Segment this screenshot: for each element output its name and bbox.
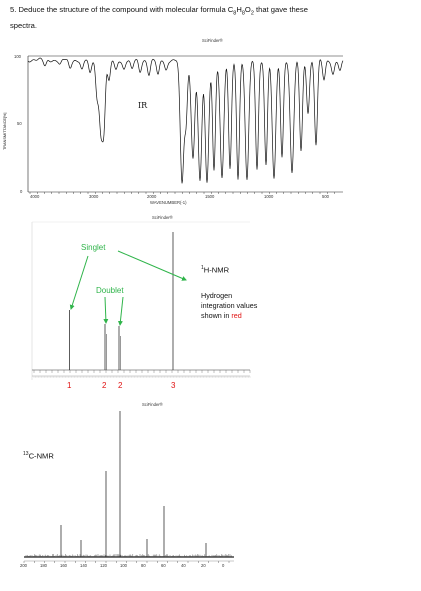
cnmr-xtick-60: 60 bbox=[161, 563, 166, 568]
ir-ytick-100: 100 bbox=[14, 54, 21, 59]
ir-scifinder-label: SciFinder® bbox=[202, 38, 223, 43]
ir-xtick-1000: 1000 bbox=[264, 194, 274, 199]
cnmr-xtick-0: 0 bbox=[222, 563, 225, 568]
hnmr-spectrum bbox=[31, 221, 251, 380]
singlet-arrow-right bbox=[117, 250, 187, 281]
singlet-label: Singlet bbox=[81, 243, 106, 252]
cnmr-xtick-80: 80 bbox=[141, 563, 146, 568]
doublet-arrow-left bbox=[103, 296, 109, 324]
ir-label: IR bbox=[138, 101, 148, 110]
singlet-arrow-left bbox=[69, 255, 89, 310]
cnmr-xtick-120: 120 bbox=[100, 563, 107, 568]
hnmr-note: Hydrogen integration values shown in red bbox=[201, 291, 258, 320]
ir-spectrum bbox=[27, 55, 344, 194]
hnmr-scifinder-label: SciFinder® bbox=[152, 215, 173, 220]
ir-xtick-4000: 4000 bbox=[30, 194, 40, 199]
cnmr-xtick-140: 140 bbox=[80, 563, 87, 568]
ir-trace bbox=[27, 57, 344, 184]
cnmr-xtick-40: 40 bbox=[181, 563, 186, 568]
cnmr-xtick-180: 180 bbox=[40, 563, 47, 568]
cnmr-xtick-100: 100 bbox=[120, 563, 127, 568]
integration-2b: 2 bbox=[118, 381, 123, 390]
ir-xtick-3000: 3000 bbox=[89, 194, 99, 199]
doublet-arrow-right bbox=[117, 296, 124, 326]
question-text: 5. Deduce the structure of the compound … bbox=[10, 5, 308, 30]
cnmr-xtick-200: 200 bbox=[20, 563, 27, 568]
ir-x-axis-label: WAVENUMBER(-1) bbox=[150, 200, 187, 205]
hnmr-title: 1H-NMR bbox=[201, 265, 230, 275]
integration-2a: 2 bbox=[102, 381, 107, 390]
ir-xtick-2000: 2000 bbox=[147, 194, 157, 199]
integration-3: 3 bbox=[171, 381, 176, 390]
cnmr-title: 13C-NMR bbox=[23, 451, 54, 461]
integration-1: 1 bbox=[67, 381, 72, 390]
ir-xtick-500: 500 bbox=[322, 194, 329, 199]
ir-ytick-0: 0 bbox=[20, 189, 23, 194]
cnmr-x-axis: 200 180 160 140 120 100 80 60 40 20 0 bbox=[20, 563, 235, 569]
ir-ytick-50: 50 bbox=[17, 121, 22, 126]
doublet-label: Doublet bbox=[96, 286, 124, 295]
cnmr-xtick-160: 160 bbox=[60, 563, 67, 568]
ir-xtick-1500: 1500 bbox=[205, 194, 215, 199]
cnmr-xtick-20: 20 bbox=[201, 563, 206, 568]
cnmr-scifinder-label: SciFinder® bbox=[142, 402, 163, 407]
